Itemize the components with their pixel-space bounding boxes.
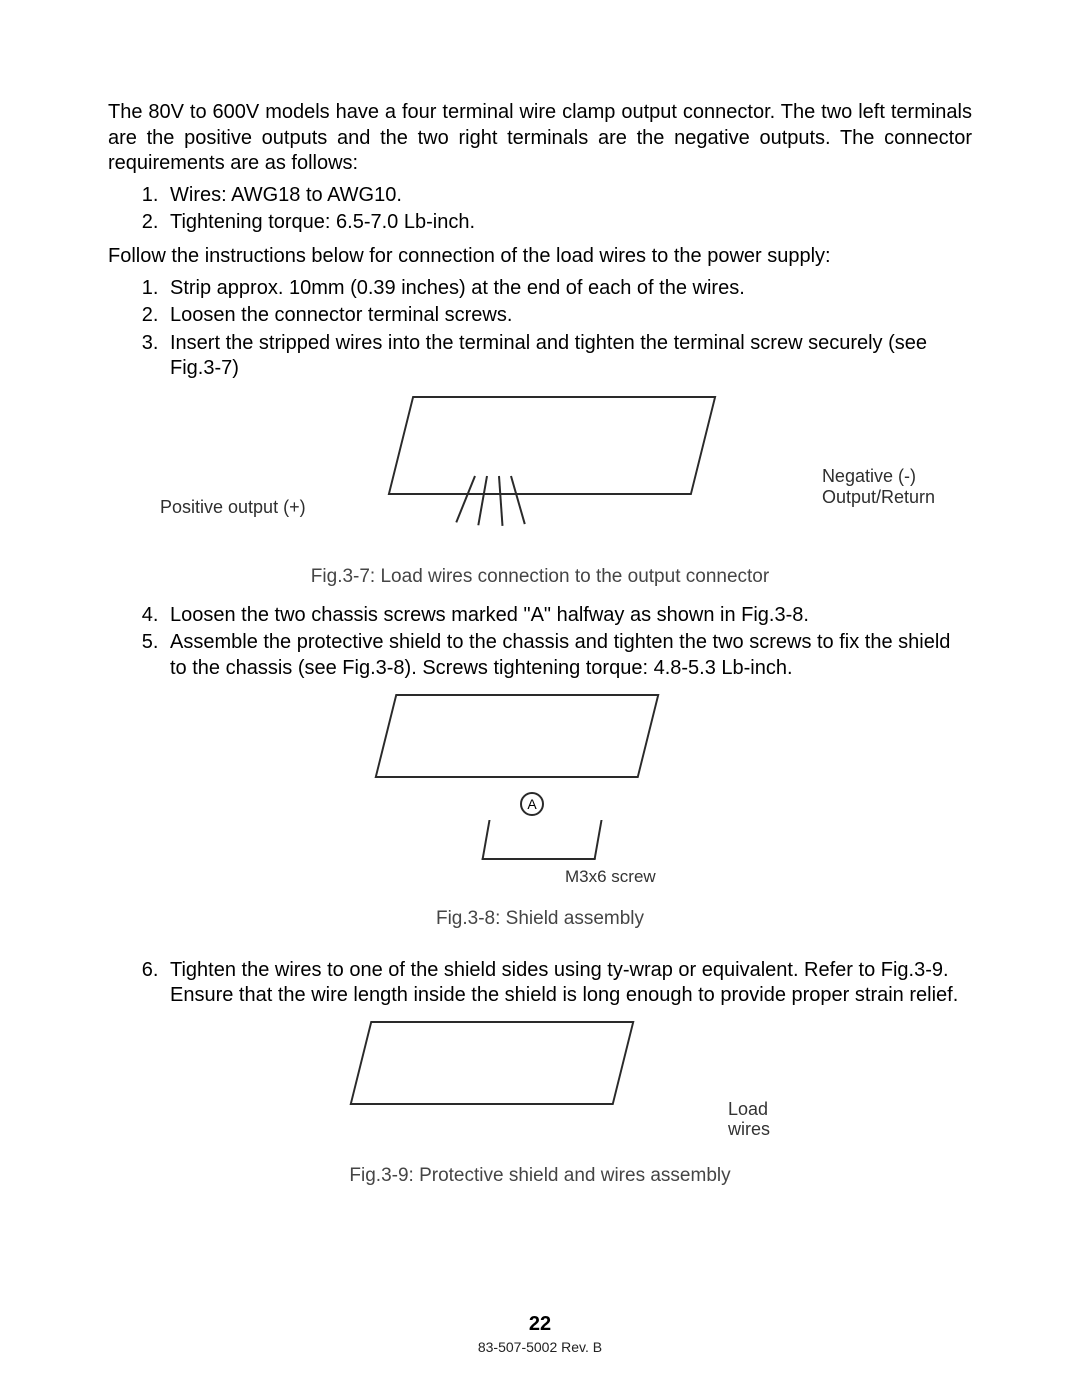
rear-panel-outline [350, 1021, 635, 1105]
figure-3-8: A M3x6 screw Fig.3-8: Shield assembly [108, 690, 972, 932]
step-item: Loosen the connector terminal screws. [164, 303, 972, 329]
connector-requirements-list: Wires: AWG18 to AWG10. Tightening torque… [108, 183, 972, 236]
figure-3-9: Load wires Fig.3-9: Protective shield an… [108, 1017, 972, 1189]
figure-3-8-illustration: A M3x6 screw [365, 694, 715, 894]
positive-output-label: Positive output (+) [160, 496, 306, 519]
intro-paragraph: The 80V to 600V models have a four termi… [108, 100, 972, 177]
step-item: Loosen the two chassis screws marked "A"… [164, 603, 972, 629]
negative-label-line1: Negative (-) [822, 466, 916, 486]
follow-paragraph: Follow the instructions below for connec… [108, 244, 972, 270]
negative-output-label: Negative (-) Output/Return [822, 466, 935, 507]
marker-a-icon: A [520, 792, 544, 816]
page-footer: 22 83-507-5002 Rev. B [0, 1312, 1080, 1358]
rear-panel-outline [388, 396, 717, 495]
req-item: Tightening torque: 6.5-7.0 Lb-inch. [164, 210, 972, 236]
connection-steps-4-5: Loosen the two chassis screws marked "A"… [108, 603, 972, 682]
req-item: Wires: AWG18 to AWG10. [164, 183, 972, 209]
figure-3-9-caption: Fig.3-9: Protective shield and wires ass… [108, 1164, 972, 1188]
connection-steps-1-3: Strip approx. 10mm (0.39 inches) at the … [108, 276, 972, 382]
load-line2: wires [728, 1119, 770, 1139]
load-line1: Load [728, 1099, 768, 1119]
shield-bracket-icon [481, 820, 602, 860]
step-item: Strip approx. 10mm (0.39 inches) at the … [164, 276, 972, 302]
connection-step-6: Tighten the wires to one of the shield s… [108, 958, 972, 1009]
figure-3-7: Positive output (+) Negative (-) Output/… [108, 390, 972, 589]
negative-label-line2: Output/Return [822, 487, 935, 507]
figure-3-7-caption: Fig.3-7: Load wires connection to the ou… [108, 565, 972, 589]
figure-3-9-illustration: Load wires [330, 1021, 750, 1151]
document-page: The 80V to 600V models have a four termi… [0, 0, 1080, 1397]
load-wires-label: Load wires [728, 1099, 770, 1140]
screw-label: M3x6 screw [565, 866, 656, 888]
document-revision: 83-507-5002 Rev. B [0, 1339, 1080, 1357]
figure-3-7-illustration: Positive output (+) Negative (-) Output/… [260, 396, 820, 551]
load-wires-icon [470, 476, 550, 536]
step-item: Insert the stripped wires into the termi… [164, 331, 972, 382]
page-number: 22 [0, 1312, 1080, 1338]
step-item: Tighten the wires to one of the shield s… [164, 958, 972, 1009]
step-item: Assemble the protective shield to the ch… [164, 630, 972, 681]
figure-3-8-caption: Fig.3-8: Shield assembly [108, 907, 972, 931]
rear-panel-outline [375, 694, 660, 778]
